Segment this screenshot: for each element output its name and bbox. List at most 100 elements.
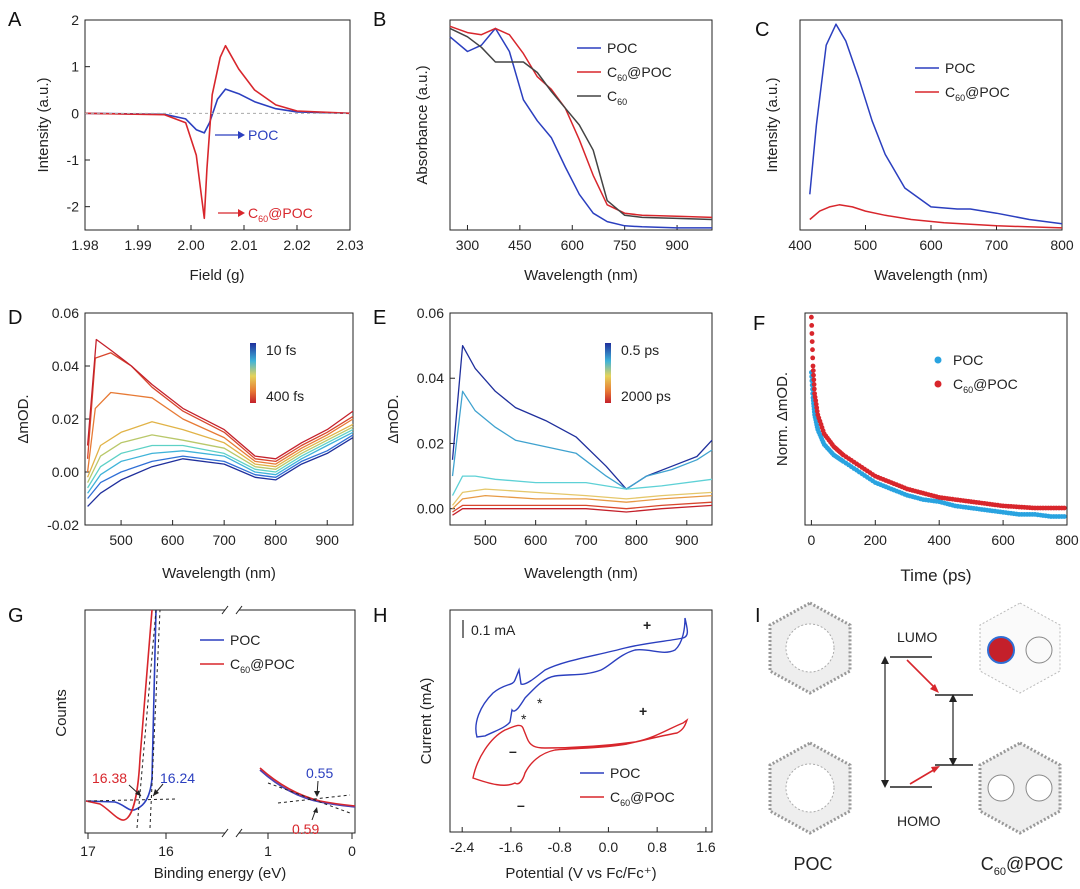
x-tick-label: 16 bbox=[158, 843, 174, 859]
series-a bbox=[84, 44, 351, 220]
plot-frame-g bbox=[84, 609, 356, 834]
plot-frame-c bbox=[799, 19, 1063, 231]
series-line-c60 bbox=[259, 767, 356, 807]
y-label-a: Intensity (a.u.) bbox=[35, 77, 52, 172]
x-tick-label: 500 bbox=[109, 532, 133, 548]
peak-mark: – bbox=[509, 743, 517, 759]
y-tick-label: 0.00 bbox=[52, 464, 79, 480]
x-ticks-a: 1.98 1.99 2.00 2.01 2.02 2.03 bbox=[71, 225, 364, 253]
y-label-f: Norm. ΔmOD. bbox=[774, 372, 791, 466]
plot-frame-f bbox=[804, 312, 1068, 526]
cv-loop-poc bbox=[475, 617, 689, 738]
cv-loop-c60 bbox=[472, 718, 689, 786]
data-point bbox=[811, 382, 817, 387]
arrow-head-icon bbox=[238, 209, 245, 217]
data-point bbox=[809, 323, 815, 328]
x-label-d: Wavelength (nm) bbox=[162, 565, 276, 582]
legend-marker bbox=[934, 380, 942, 388]
legend-label: POC bbox=[953, 352, 983, 368]
x-tick-label: 800 bbox=[1055, 532, 1079, 548]
data-point bbox=[813, 398, 819, 403]
x-tick-label: 700 bbox=[574, 532, 598, 548]
legend-label: C60@POC bbox=[953, 376, 1018, 395]
x-label-c: Wavelength (nm) bbox=[874, 267, 988, 284]
series-line-poc bbox=[85, 609, 157, 811]
x-tick-label: 500 bbox=[474, 532, 498, 548]
data-point bbox=[810, 363, 816, 369]
y-tick-label: -0.02 bbox=[47, 517, 79, 533]
colorbar-bottom-d: 400 fs bbox=[266, 388, 304, 404]
x-tick-label: -2.4 bbox=[450, 839, 474, 855]
data-point bbox=[812, 391, 817, 396]
x-label-g: Binding energy (eV) bbox=[154, 865, 287, 882]
x-ticks-b: 300 450 600 750 900 bbox=[456, 225, 689, 253]
x-tick-label: 0.0 bbox=[599, 839, 619, 855]
data-point bbox=[1061, 505, 1067, 511]
x-tick-label: 600 bbox=[991, 532, 1015, 548]
series-line bbox=[86, 421, 354, 478]
legend-label: C60@POC bbox=[230, 656, 295, 675]
series-line bbox=[84, 88, 351, 134]
y-label-d: ΔmOD. bbox=[15, 394, 32, 443]
axis-break-mark bbox=[221, 605, 229, 615]
chart-d: D 0.060.040.020.00-0.02 500 600 700 800 900 … bbox=[8, 305, 354, 582]
x-tick-label: 0.8 bbox=[647, 839, 667, 855]
annotation-value: 0.55 bbox=[306, 765, 333, 781]
panel-label-g: G bbox=[8, 605, 24, 627]
data-point bbox=[814, 405, 820, 411]
x-tick-label: 400 bbox=[928, 532, 952, 548]
series-e bbox=[451, 344, 713, 516]
fit-line bbox=[87, 798, 176, 802]
series-line bbox=[809, 23, 1063, 225]
annotation-c60-a: C60@POC bbox=[248, 205, 313, 224]
x-tick-label: 1.6 bbox=[696, 839, 716, 855]
transfer-arrow bbox=[906, 659, 938, 691]
panel-label-f: F bbox=[753, 313, 765, 335]
arrow-head-icon bbox=[135, 790, 141, 796]
y-ticks-a: 2 1 0 -1 -2 bbox=[67, 12, 90, 215]
panel-c: C 400 500 600 700 800 Intensity (a.u.) Wavel… bbox=[725, 0, 1080, 290]
data-point bbox=[809, 339, 815, 344]
x-tick-label: 600 bbox=[161, 532, 185, 548]
y-tick-label: 0 bbox=[71, 105, 79, 121]
colorbar-bottom-e: 2000 ps bbox=[621, 388, 671, 404]
colorbar-d bbox=[250, 343, 256, 403]
chart-a: A 2 1 0 -1 -2 1.98 1.99 2.00 2.01 2.02 2.03 Inten… bbox=[8, 9, 364, 284]
y-tick-label: 0.00 bbox=[417, 501, 444, 517]
x-tick-label: 450 bbox=[508, 237, 532, 253]
panel-h: H -2.4 -1.6 -0.8 0.0 0.8 1.6 0.1 mA + * * – +… bbox=[365, 598, 720, 889]
arrow-head-icon bbox=[881, 656, 889, 664]
y-ticks-e: 0.06 0.04 0.02 0.00 bbox=[417, 305, 455, 517]
legend-label: POC bbox=[945, 60, 975, 76]
panel-label-h: H bbox=[373, 605, 387, 627]
x-ticks-c: 400 500 600 700 800 bbox=[788, 225, 1074, 253]
x-label-b: Wavelength (nm) bbox=[524, 267, 638, 284]
peak-mark: * bbox=[521, 711, 527, 727]
y-tick-label: 0.02 bbox=[417, 435, 444, 451]
panel-label-b: B bbox=[373, 9, 386, 31]
data-point bbox=[814, 408, 820, 414]
x-ticks-e: 500 600 700 800 900 bbox=[474, 520, 699, 548]
chart-g: G 17 16 1 0 16.38 16.24 0.55 0.59 POC C6… bbox=[8, 604, 356, 882]
fit-line bbox=[136, 609, 157, 829]
series-line bbox=[451, 488, 713, 506]
molecule-poc-homo bbox=[768, 741, 852, 835]
x-ticks-h: -2.4 -1.6 -0.8 0.0 0.8 1.6 bbox=[450, 827, 716, 855]
annotation-value: 0.59 bbox=[292, 821, 319, 837]
data-point bbox=[813, 401, 819, 407]
series-line bbox=[87, 437, 354, 507]
series-line bbox=[451, 344, 713, 490]
axis-break-top bbox=[225, 604, 239, 616]
x-tick-label: 2.01 bbox=[230, 237, 257, 253]
legend-label: POC bbox=[607, 40, 637, 56]
arrow-head-icon bbox=[949, 758, 957, 766]
x-label-a: Field (g) bbox=[189, 267, 244, 284]
series-line bbox=[452, 494, 713, 510]
series-line bbox=[449, 27, 712, 229]
legend-label: C60@POC bbox=[607, 64, 672, 83]
x-tick-label: 600 bbox=[919, 237, 943, 253]
peak-mark: + bbox=[639, 703, 647, 719]
x-tick-label: 1.99 bbox=[124, 237, 151, 253]
series-line bbox=[87, 429, 354, 489]
arrow-head-icon bbox=[881, 780, 889, 788]
